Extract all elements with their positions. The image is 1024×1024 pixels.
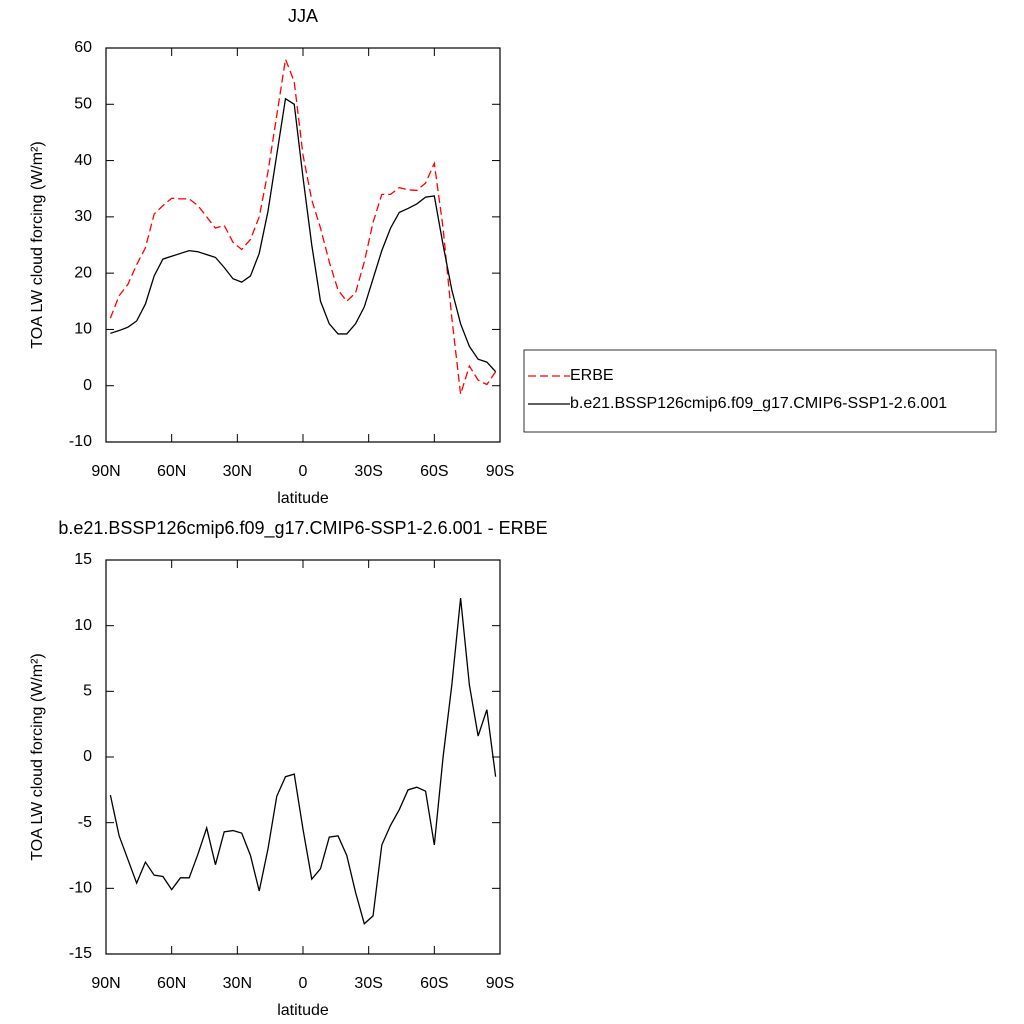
x-tick-label: 0 xyxy=(299,975,308,992)
x-tick-label: 60S xyxy=(420,975,448,992)
x-tick-label: 90N xyxy=(91,463,120,480)
chart-title: JJA xyxy=(288,6,318,26)
x-tick-label: 30N xyxy=(223,463,252,480)
x-tick-label: 30N xyxy=(223,975,252,992)
x-tick-label: 60N xyxy=(157,463,186,480)
y-tick-label: -15 xyxy=(69,945,92,962)
chart-title: b.e21.BSSP126cmip6.f09_g17.CMIP6-SSP1-2.… xyxy=(58,518,547,539)
y-tick-label: 15 xyxy=(74,551,92,568)
y-tick-label: 50 xyxy=(74,96,92,113)
x-tick-label: 90S xyxy=(486,463,514,480)
y-tick-label: 5 xyxy=(83,683,92,700)
x-tick-label: 30S xyxy=(354,975,382,992)
x-tick-label: 60S xyxy=(420,463,448,480)
plot-frame xyxy=(105,559,501,955)
data-line xyxy=(109,598,497,925)
data-line xyxy=(109,56,497,395)
x-tick-label: 30S xyxy=(354,463,382,480)
legend-label: b.e21.BSSP126cmip6.f09_g17.CMIP6-SSP1-2.… xyxy=(570,395,947,412)
y-tick-label: 40 xyxy=(74,152,92,169)
y-tick-label: 20 xyxy=(74,264,92,281)
x-axis-label: latitude xyxy=(277,490,329,507)
x-axis-label: latitude xyxy=(277,1002,329,1019)
plot-frame xyxy=(105,47,501,443)
data-line xyxy=(110,97,497,373)
y-tick-label: 10 xyxy=(74,617,92,634)
y-tick-label: -5 xyxy=(78,814,92,831)
y-tick-label: -10 xyxy=(69,433,92,450)
y-axis-label: TOA LW cloud forcing (W/m²) xyxy=(29,653,46,860)
legend-label: ERBE xyxy=(570,367,614,384)
x-tick-label: 90N xyxy=(91,975,120,992)
x-tick-label: 90S xyxy=(486,975,514,992)
x-tick-label: 60N xyxy=(157,975,186,992)
y-tick-label: 60 xyxy=(74,39,92,56)
y-tick-label: 0 xyxy=(83,748,92,765)
y-tick-label: -10 xyxy=(69,880,92,897)
legend-box xyxy=(523,349,997,433)
y-tick-label: 10 xyxy=(74,321,92,338)
y-axis-label: TOA LW cloud forcing (W/m²) xyxy=(29,141,46,348)
y-tick-label: 30 xyxy=(74,208,92,225)
x-tick-label: 0 xyxy=(299,463,308,480)
y-tick-label: 0 xyxy=(83,377,92,394)
